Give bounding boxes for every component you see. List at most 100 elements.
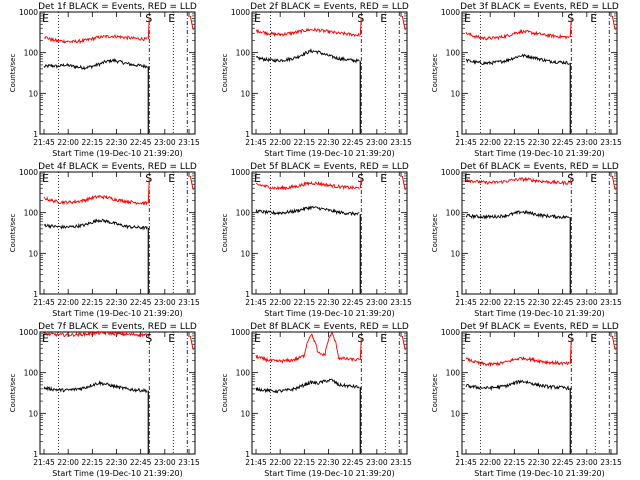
lld-rise-line <box>569 177 572 183</box>
y-axis-label: Counts/sec <box>221 374 229 413</box>
marker-e-1: E <box>254 12 261 25</box>
marker-e-3: E <box>590 172 597 185</box>
y-tick-label: 1 <box>455 450 460 459</box>
x-axis-label: Start Time (19-Dec-10 21:39:20) <box>264 469 395 478</box>
y-tick-label: 10 <box>240 409 250 418</box>
x-tick-label: 23:15 <box>178 458 200 467</box>
y-tick-label: 1000 <box>441 8 460 17</box>
x-tick-label: 23:00 <box>154 138 176 147</box>
x-tick-label: 23:15 <box>600 458 622 467</box>
y-tick-label: 10 <box>450 409 460 418</box>
x-tick-label: 21:45 <box>245 298 267 307</box>
y-tick-label: 1000 <box>441 328 460 337</box>
marker-e-3: E <box>590 12 597 25</box>
x-tick-label: 23:15 <box>390 458 412 467</box>
x-tick-label: 22:00 <box>269 138 291 147</box>
y-tick-label: 1000 <box>19 328 38 337</box>
x-tick-label: 23:00 <box>366 138 388 147</box>
x-tick-label: 22:45 <box>342 298 364 307</box>
y-tick-label: 100 <box>446 49 461 58</box>
plot-frame <box>251 11 408 135</box>
x-tick-label: 22:30 <box>528 458 550 467</box>
lld-series-line <box>255 27 360 38</box>
plot-frame <box>39 171 196 295</box>
x-tick-label: 22:15 <box>82 138 104 147</box>
x-axis-label: Start Time (19-Dec-10 21:39:20) <box>52 309 183 318</box>
x-axis-label: Start Time (19-Dec-10 21:39:20) <box>264 149 395 158</box>
x-tick-label: 22:30 <box>528 138 550 147</box>
panel-title: Det 5f BLACK = Events, RED = LLD <box>250 162 409 172</box>
marker-e-1: E <box>42 172 49 185</box>
x-tick-label: 23:00 <box>154 298 176 307</box>
y-axis-label: Counts/sec <box>431 54 439 93</box>
x-tick-label: 22:15 <box>294 458 316 467</box>
y-tick-label: 1000 <box>441 168 460 177</box>
x-tick-label: 23:15 <box>178 298 200 307</box>
x-tick-label: 22:45 <box>130 298 152 307</box>
x-tick-label: 22:30 <box>318 298 340 307</box>
y-axis-label: Counts/sec <box>221 214 229 253</box>
panel-det-5: Det 5f BLACK = Events, RED = LLD Counts/s… <box>221 162 412 318</box>
marker-e-1: E <box>42 332 49 345</box>
y-tick-label: 10 <box>240 249 250 258</box>
marker-e-3: E <box>380 12 387 25</box>
marker-e-3: E <box>590 332 597 345</box>
plot-frame <box>461 331 618 455</box>
lld-series-line <box>43 330 148 338</box>
y-tick-label: 1 <box>455 290 460 299</box>
panel-title: Det 6f BLACK = Events, RED = LLD <box>460 162 619 172</box>
x-tick-label: 22:45 <box>552 298 574 307</box>
lld-tail-line <box>611 15 616 31</box>
panel-det-8: Det 8f BLACK = Events, RED = LLD Counts/s… <box>221 322 412 478</box>
lld-rise-line <box>569 17 572 38</box>
x-tick-label: 22:45 <box>130 138 152 147</box>
marker-e-1: E <box>254 172 261 185</box>
plot-frame <box>251 171 408 295</box>
x-tick-label: 22:15 <box>504 298 526 307</box>
lld-series-line <box>465 28 570 41</box>
x-tick-label: 21:45 <box>455 458 477 467</box>
x-tick-label: 23:00 <box>154 458 176 467</box>
x-axis-label: Start Time (19-Dec-10 21:39:20) <box>474 149 605 158</box>
panel-title: Det 8f BLACK = Events, RED = LLD <box>250 322 409 332</box>
x-tick-label: 22:30 <box>106 458 128 467</box>
panel-det-7: Det 7f BLACK = Events, RED = LLD Counts/s… <box>9 322 200 478</box>
panel-title: Det 4f BLACK = Events, RED = LLD <box>38 162 197 172</box>
panel-det-6: Det 6f BLACK = Events, RED = LLD Counts/s… <box>431 162 622 318</box>
panel-det-2: Det 2f BLACK = Events, RED = LLD Counts/s… <box>221 2 412 158</box>
x-tick-label: 22:00 <box>479 138 501 147</box>
panel-title: Det 3f BLACK = Events, RED = LLD <box>460 2 619 12</box>
y-tick-label: 100 <box>24 49 39 58</box>
y-tick-label: 100 <box>24 209 39 218</box>
lld-tail-line <box>401 15 406 31</box>
y-axis-label: Counts/sec <box>431 374 439 413</box>
x-tick-label: 22:30 <box>106 138 128 147</box>
y-tick-label: 10 <box>28 89 38 98</box>
lld-tail-line <box>189 335 194 351</box>
x-tick-label: 22:30 <box>318 138 340 147</box>
x-tick-label: 22:45 <box>552 458 574 467</box>
y-tick-label: 10 <box>450 249 460 258</box>
x-tick-label: 23:00 <box>576 138 598 147</box>
x-tick-label: 23:00 <box>366 298 388 307</box>
y-tick-label: 1 <box>245 130 250 139</box>
lld-tail-line <box>189 175 194 191</box>
marker-e-3: E <box>168 172 175 185</box>
x-tick-label: 22:00 <box>479 298 501 307</box>
y-tick-label: 1000 <box>231 168 250 177</box>
panel-title: Det 9f BLACK = Events, RED = LLD <box>460 322 619 332</box>
events-series-line <box>255 378 360 394</box>
x-axis-label: Start Time (19-Dec-10 21:39:20) <box>474 309 605 318</box>
lld-rise-line <box>147 177 150 204</box>
lld-series-line <box>43 194 148 206</box>
x-tick-label: 21:45 <box>33 458 55 467</box>
y-tick-label: 1 <box>455 130 460 139</box>
x-tick-label: 23:00 <box>576 458 598 467</box>
events-series-line <box>43 218 148 231</box>
x-tick-label: 22:45 <box>342 138 364 147</box>
y-tick-label: 10 <box>450 89 460 98</box>
events-series-line <box>255 48 360 64</box>
x-tick-label: 23:15 <box>600 298 622 307</box>
y-tick-label: 1 <box>245 450 250 459</box>
